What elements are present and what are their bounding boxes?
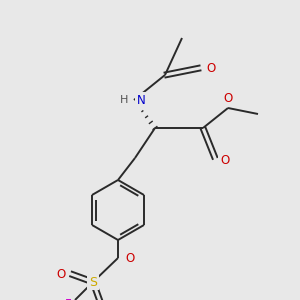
Text: O: O — [220, 154, 229, 166]
Text: O: O — [206, 61, 215, 74]
Text: O: O — [57, 268, 66, 281]
Text: S: S — [89, 275, 97, 289]
Text: O: O — [106, 299, 115, 300]
Text: N: N — [137, 94, 146, 106]
Text: F: F — [65, 298, 72, 300]
Text: O: O — [125, 251, 134, 265]
Text: O: O — [224, 92, 232, 104]
Text: H: H — [120, 95, 128, 105]
